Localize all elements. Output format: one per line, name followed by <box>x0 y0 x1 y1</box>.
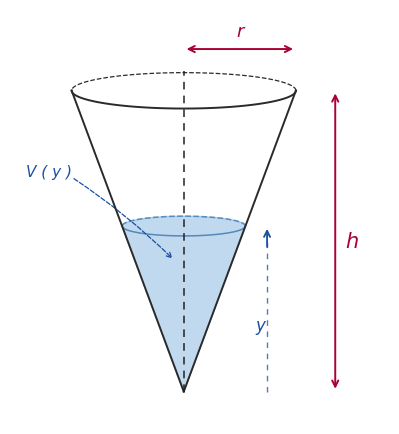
Text: h: h <box>345 232 358 252</box>
Polygon shape <box>122 217 245 391</box>
Text: y: y <box>255 316 265 334</box>
Text: r: r <box>236 23 243 41</box>
Text: V ( y ): V ( y ) <box>26 164 72 179</box>
